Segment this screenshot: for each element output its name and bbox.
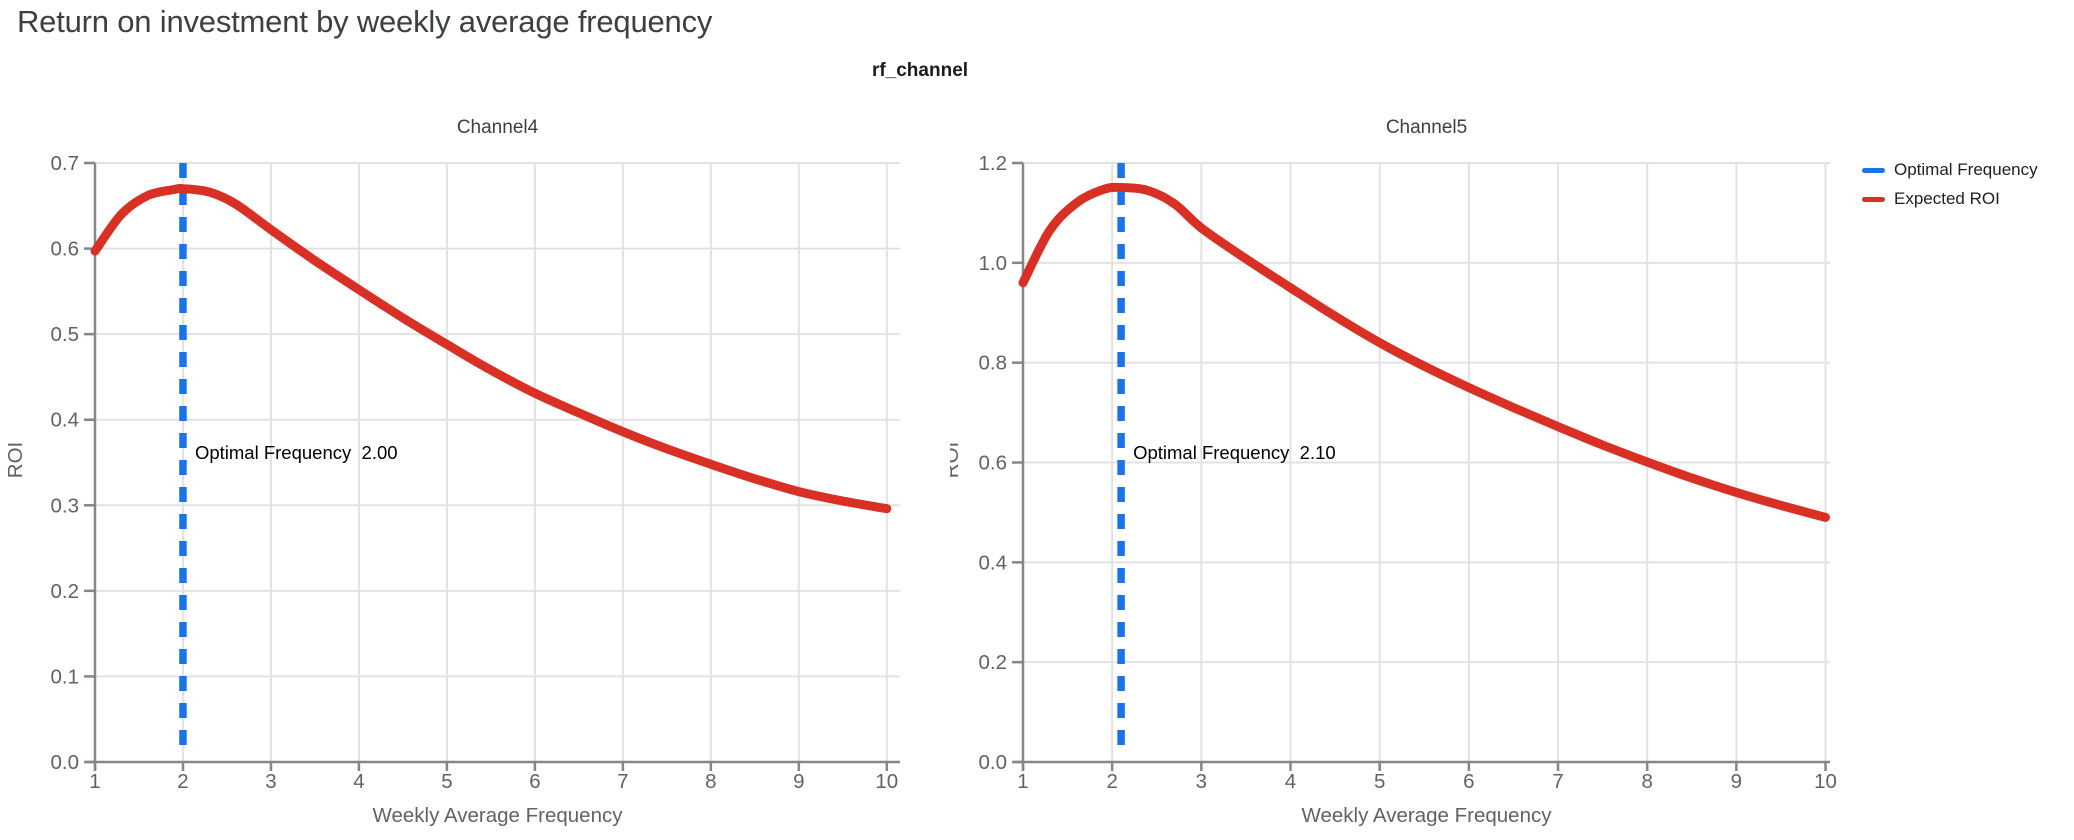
chart-panel-channel4: Channel4 0.0 0.1 0.2 0.3 0.4 0.5 0.6 0.7 1 2 3 4 5 6 7 8… (4, 117, 900, 827)
y-axis-title: ROI (950, 442, 963, 478)
panel-title: Channel4 (457, 117, 539, 138)
x-tick-label: 6 (1463, 770, 1474, 793)
x-tick-label: 3 (1196, 770, 1207, 793)
x-tick-label: 10 (1814, 770, 1837, 793)
y-tick-label: 0.4 (51, 409, 80, 432)
x-tick-label: 8 (1641, 770, 1652, 793)
x-axis-title: Weekly Average Frequency (1302, 804, 1553, 827)
legend-item-expected-roi: Expected ROI (1862, 189, 2038, 209)
y-tick-label: 1.2 (979, 152, 1008, 175)
legend-label: Expected ROI (1894, 189, 2000, 208)
y-tick-label: 0.1 (51, 665, 80, 688)
legend-label: Optimal Frequency (1894, 160, 2038, 179)
figure-group-title: rf_channel (871, 60, 969, 81)
x-tick-label: 9 (793, 770, 804, 793)
y-tick-label: 0.2 (51, 580, 80, 603)
y-tick-label: 0.8 (979, 352, 1008, 375)
y-axis-title: ROI (4, 442, 27, 478)
x-tick-label: 2 (1106, 770, 1117, 793)
y-tick-label: 0.6 (51, 238, 80, 261)
optimal-frequency-swatch (1862, 167, 1885, 173)
optimal-frequency-annotation: Optimal Frequency 2.00 (195, 442, 398, 463)
y-tick-label: 0.6 (979, 452, 1008, 475)
y-tick-label: 0.0 (51, 751, 80, 774)
y-tick-label: 0.5 (51, 323, 80, 346)
x-tick-label: 10 (875, 770, 898, 793)
x-axis-title: Weekly Average Frequency (373, 804, 624, 827)
x-tick-label: 8 (705, 770, 716, 793)
expected-roi-curve (90, 183, 892, 514)
chart-panel-channel5: Channel5 0.0 0.2 0.4 0.6 0.8 1.0 1.2 1 2 3 4 5 6 7 8 9 10… (950, 117, 1837, 827)
y-tick-label: 0.7 (51, 152, 80, 175)
expected-roi-swatch (1862, 196, 1885, 202)
legend: Optimal Frequency Expected ROI (1862, 160, 2038, 209)
x-tick-label: 9 (1731, 770, 1742, 793)
x-tick-label: 5 (441, 770, 452, 793)
y-tick-label: 0.0 (979, 751, 1008, 774)
expected-roi-curve (1018, 182, 1830, 522)
optimal-frequency-annotation: Optimal Frequency 2.10 (1133, 442, 1336, 463)
x-tick-label: 4 (1285, 770, 1296, 793)
x-tick-label: 7 (617, 770, 628, 793)
legend-item-optimal-frequency: Optimal Frequency (1862, 160, 2038, 180)
y-tick-label: 0.4 (979, 551, 1008, 574)
x-tick-label: 1 (1017, 770, 1028, 793)
x-tick-label: 1 (89, 770, 100, 793)
x-tick-label: 7 (1552, 770, 1563, 793)
y-tick-label: 1.0 (979, 252, 1008, 275)
y-tick-label: 0.3 (51, 494, 80, 517)
y-tick-label: 0.2 (979, 651, 1008, 674)
panel-title: Channel5 (1386, 117, 1467, 138)
page-title: Return on investment by weekly average f… (17, 4, 713, 39)
x-tick-label: 3 (265, 770, 276, 793)
x-tick-label: 4 (353, 770, 364, 793)
x-tick-label: 5 (1374, 770, 1385, 793)
x-tick-label: 2 (177, 770, 188, 793)
x-tick-label: 6 (529, 770, 540, 793)
